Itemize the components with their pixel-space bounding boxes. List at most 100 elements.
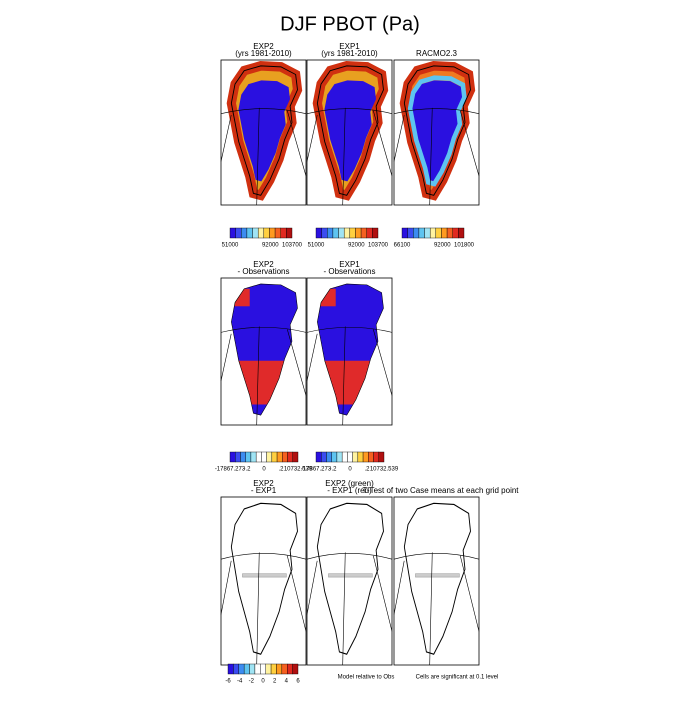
colorbar-swatch (378, 451, 385, 463)
graticule (306, 552, 393, 666)
colorbar-swatch (327, 227, 334, 239)
colorbar-swatch (446, 227, 453, 239)
colorbar-swatch (401, 227, 408, 239)
map-panel (220, 277, 307, 426)
colorbar-swatch (245, 451, 252, 463)
colorbar-label: 0 (262, 467, 266, 473)
colorbar-swatch (292, 663, 299, 675)
colorbar-swatch (287, 451, 293, 463)
graticule (220, 326, 307, 426)
colorbar-label: 0 (261, 679, 265, 685)
colorbar-swatch (246, 227, 253, 239)
colorbar-swatch (435, 227, 442, 239)
colorbar-label: 92000 (348, 243, 365, 249)
ice-margin (407, 75, 467, 187)
colorbar-label: .2 (364, 467, 370, 473)
colorbar-label: -2 (249, 679, 255, 685)
colorbar-swatch (263, 227, 270, 239)
greenland (226, 61, 303, 201)
colorbar-swatch (341, 451, 348, 463)
colorbar-label: -.2 (329, 467, 337, 473)
map-panel (220, 59, 307, 206)
graticule (306, 326, 393, 426)
colorbar-swatch (321, 227, 328, 239)
colorbar-label: 10732.539 (370, 467, 399, 473)
colorbar-swatch (343, 227, 351, 239)
colorbar-swatch (366, 227, 373, 239)
colorbar-label: 92000 (434, 243, 451, 249)
ice-sheet (238, 80, 291, 182)
colorbar-swatch (261, 451, 267, 463)
map-panel (306, 59, 393, 206)
grid-strip (242, 573, 287, 578)
colorbar-swatch (274, 227, 281, 239)
colorbar-swatch (266, 451, 273, 463)
colorbar-swatch (281, 663, 288, 675)
colorbar-swatch (326, 451, 332, 463)
colorbar-swatch (287, 663, 293, 675)
colorbar-label: 92000 (262, 243, 279, 249)
greenland (230, 502, 298, 655)
coastline (316, 502, 384, 655)
colorbar-swatch (362, 451, 369, 463)
map-panel (306, 277, 393, 426)
panel-title: - EXP1 (red) (327, 486, 372, 495)
coastline (230, 502, 298, 655)
panel-title: T-Test of two Case means at each grid po… (362, 486, 519, 495)
coastline (230, 65, 298, 196)
ice-sheet (324, 80, 377, 182)
colorbar-swatch (360, 227, 367, 239)
colorbar-swatch (265, 663, 272, 675)
colorbar-swatch (227, 663, 234, 675)
colorbar-label: 51000 (222, 243, 239, 249)
colorbar-swatch (357, 451, 364, 463)
colorbar-swatch (338, 227, 345, 239)
coastline (231, 283, 298, 416)
colorbar-swatch (257, 227, 265, 239)
greenland (312, 61, 389, 201)
colorbar-swatch (413, 227, 420, 239)
grid-strip (328, 573, 373, 578)
colorbar-swatch (276, 663, 283, 675)
panel-title: EXP1 (339, 260, 360, 269)
colorbar-swatch (373, 451, 379, 463)
colorbar-swatch (286, 227, 293, 239)
graticule (220, 552, 307, 666)
colorbar-swatch (429, 227, 437, 239)
panel-title: (yrs 1981-2010) (321, 49, 378, 58)
graticule (306, 107, 393, 206)
panel-title: EXP1 (339, 42, 360, 51)
colorbar-swatch (282, 451, 288, 463)
colorbar-swatch (424, 227, 431, 239)
colorbar-swatch (336, 451, 343, 463)
colorbar-label: -4 (237, 679, 243, 685)
colorbar-label: -17867.273 (301, 467, 332, 473)
colorbar-label: 2 (273, 679, 277, 685)
coastline (317, 283, 384, 416)
colorbar-swatch (241, 227, 248, 239)
colorbar-swatch (233, 663, 239, 675)
colorbar-swatch (292, 451, 299, 463)
colorbar-label: 103700 (368, 243, 389, 249)
colorbar-label: 66100 (394, 243, 411, 249)
colorbar-swatch (458, 227, 465, 239)
coastline (403, 65, 471, 196)
colorbar-swatch (407, 227, 414, 239)
footnote: Cells are significant at 0.1 level (416, 675, 499, 681)
colorbar-swatch (276, 451, 283, 463)
colorbar-swatch (355, 227, 362, 239)
colorbar-swatch (352, 451, 359, 463)
colorbar-label: -17867.273 (215, 467, 246, 473)
colorbar-swatch (280, 227, 287, 239)
colorbar-label: 10732.539 (284, 467, 313, 473)
panel-title: RACMO2.3 (416, 49, 457, 58)
colorbar-swatch (372, 227, 379, 239)
colorbar-label: 4 (285, 679, 289, 685)
panel-title: - Observations (323, 267, 375, 276)
colorbar-swatch (260, 663, 266, 675)
figure-title: DJF PBOT (Pa) (280, 13, 420, 35)
panel-title: (yrs 1981-2010) (235, 49, 292, 58)
coastline (316, 65, 384, 196)
colorbar-swatch (238, 663, 245, 675)
